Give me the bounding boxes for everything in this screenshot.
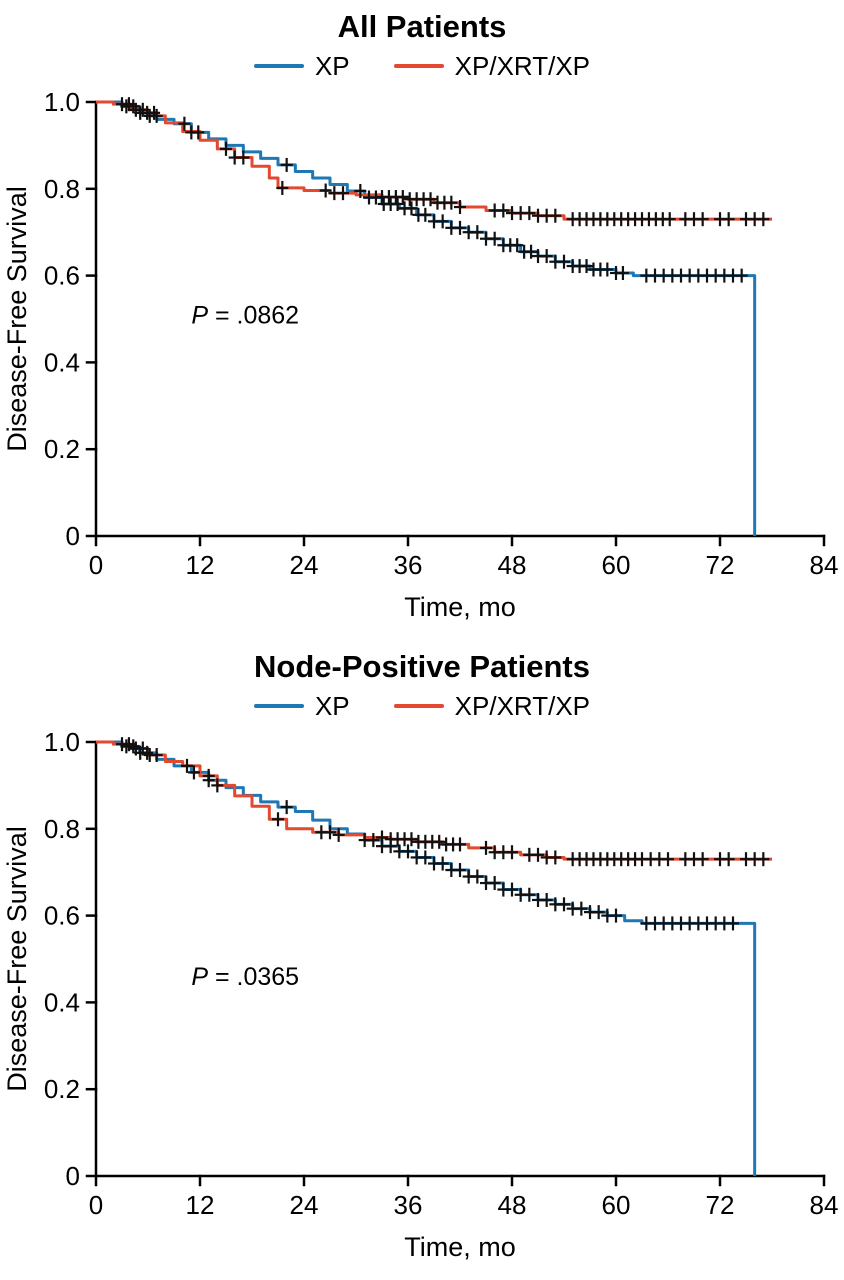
svg-text:12: 12 (186, 550, 215, 580)
legend-label-xp: XP (314, 690, 350, 721)
km-chart-node-positive-patients: Node-Positive Patients XP XP/XRT/XP 0 12 2… (0, 640, 844, 1280)
svg-text:0.6: 0.6 (44, 901, 80, 931)
svg-text:0.2: 0.2 (44, 1074, 80, 1104)
legend-item-xp: XP (253, 690, 350, 722)
svg-text:36: 36 (394, 550, 423, 580)
legend-item-xp-xrt-xp: XP/XRT/XP (393, 50, 591, 82)
svg-text:60: 60 (602, 550, 631, 580)
svg-text:84: 84 (810, 550, 839, 580)
svg-text:0.6: 0.6 (44, 261, 80, 291)
xp-line-swatch (253, 64, 304, 68)
svg-text:72: 72 (706, 550, 735, 580)
svg-text:0: 0 (66, 521, 80, 551)
svg-text:0: 0 (66, 1161, 80, 1191)
svg-text:24: 24 (290, 550, 319, 580)
svg-text:12: 12 (186, 1190, 215, 1220)
svg-text:0.4: 0.4 (44, 987, 80, 1017)
svg-text:P = .0862: P = .0862 (191, 301, 299, 329)
legend-label-xp-xrt-xp: XP/XRT/XP (454, 50, 591, 81)
svg-text:0.8: 0.8 (44, 174, 80, 204)
svg-text:0.2: 0.2 (44, 434, 80, 464)
legend: XP XP/XRT/XP (253, 48, 591, 84)
svg-text:84: 84 (810, 1190, 839, 1220)
chart-title: Node-Positive Patients (254, 649, 590, 684)
svg-text:0: 0 (89, 1190, 103, 1220)
svg-text:P = .0365: P = .0365 (191, 963, 299, 991)
svg-text:0: 0 (89, 550, 103, 580)
svg-text:48: 48 (498, 1190, 527, 1220)
svg-text:60: 60 (602, 1190, 631, 1220)
svg-text:0.8: 0.8 (44, 814, 80, 844)
legend-label-xp-xrt-xp: XP/XRT/XP (454, 690, 591, 721)
svg-text:72: 72 (706, 1190, 735, 1220)
svg-text:36: 36 (394, 1190, 423, 1220)
svg-text:Disease-Free Survival: Disease-Free Survival (2, 186, 32, 452)
svg-text:1.0: 1.0 (44, 87, 80, 117)
svg-text:48: 48 (498, 550, 527, 580)
chart-title: All Patients (337, 9, 507, 44)
xp-line-swatch (253, 704, 304, 708)
svg-text:Time, mo: Time, mo (404, 1232, 516, 1262)
svg-text:Time, mo: Time, mo (404, 592, 516, 622)
xp-xrt-xp-line-swatch (393, 704, 444, 708)
survival-plot-all-patients: 0 12 24 36 48 60 72 84 0 0.2 0.4 0.6 0.8 1.0 Time, mo D… (2, 87, 839, 622)
svg-text:24: 24 (290, 1190, 319, 1220)
km-chart-all-patients: All Patients XP XP/XRT/XP 0 12 24 36 48 60 72 8… (2, 9, 839, 622)
legend-item-xp-xrt-xp: XP/XRT/XP (393, 690, 591, 722)
survival-plot-node-positive: 0 12 24 36 48 60 72 84 0 0.2 0.4 0.6 0.8 1.0 Time, mo D… (2, 727, 839, 1262)
legend: XP XP/XRT/XP (253, 688, 591, 724)
legend-label-xp: XP (314, 50, 350, 81)
xp-xrt-xp-line-swatch (393, 64, 444, 68)
svg-text:Disease-Free Survival: Disease-Free Survival (2, 826, 32, 1092)
svg-text:1.0: 1.0 (44, 727, 80, 757)
svg-text:0.4: 0.4 (44, 347, 80, 377)
legend-item-xp: XP (253, 50, 350, 82)
